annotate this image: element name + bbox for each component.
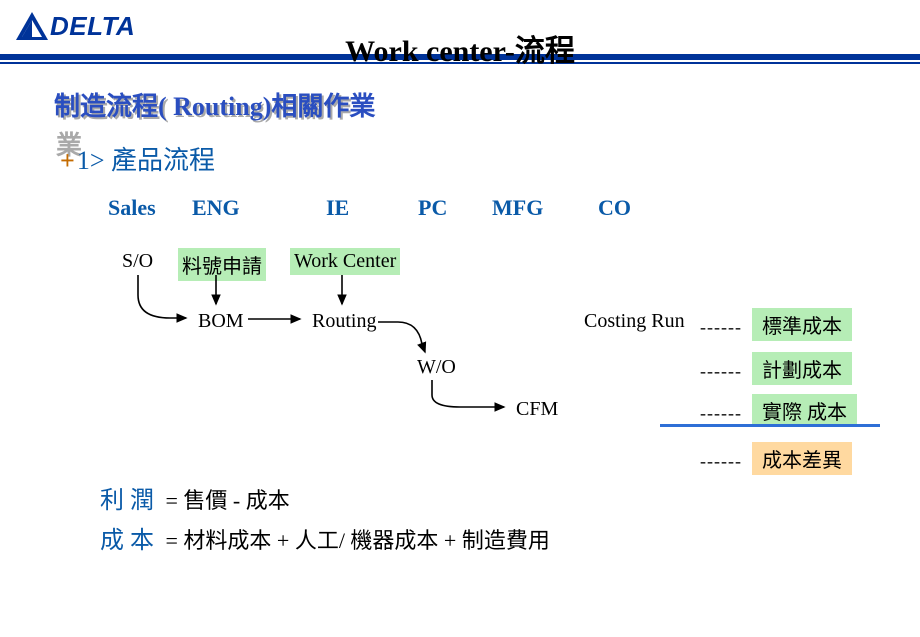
cost-dash-3: ------ <box>700 451 742 471</box>
formula-row-0: 利潤 = 售價 - 成本 <box>100 480 290 515</box>
formula-rest-0: = 售價 - 成本 <box>160 488 290 513</box>
flow-node-so: S/O <box>118 248 157 275</box>
page-title: Work center-流程 <box>0 26 920 70</box>
cost-label-0: ------ 標準成本 <box>700 308 852 341</box>
formula-rest-1: = 材料成本 + 人工/ 機器成本 + 制造費用 <box>160 528 550 553</box>
column-header-pc: PC <box>418 195 447 221</box>
formula-lead-0: 利潤 <box>100 488 160 514</box>
cost-label-text-1: 計劃成本 <box>752 352 852 385</box>
column-header-eng: ENG <box>192 195 240 221</box>
section-subtitle: 制造流程( Routing)相關作業 制造流程( Routing)相關作業 <box>54 86 375 123</box>
cost-label-text-2: 實際 成本 <box>752 394 857 427</box>
cost-dash-1: ------ <box>700 361 742 381</box>
cost-label-text-3: 成本差異 <box>752 442 852 475</box>
column-header-sales: Sales <box>108 195 156 221</box>
cost-label-text-0: 標準成本 <box>752 308 852 341</box>
flow-arrow-4 <box>378 322 425 352</box>
section-heading: +1> 產品流程 <box>60 140 215 177</box>
flow-node-partreq: 料號申請 <box>178 248 266 281</box>
formula-row-1: 成本 = 材料成本 + 人工/ 機器成本 + 制造費用 <box>100 520 550 555</box>
cost-label-3: ------ 成本差異 <box>700 442 852 475</box>
flow-node-cfm: CFM <box>512 396 562 423</box>
flow-arrow-0 <box>138 275 186 318</box>
subtitle-text: 制造流程( Routing)相關作業 <box>54 92 375 121</box>
flow-arrow-5 <box>432 380 504 407</box>
flow-node-wo: W/O <box>413 354 460 381</box>
column-header-mfg: MFG <box>492 195 543 221</box>
flow-node-bom: BOM <box>194 308 248 335</box>
column-header-co: CO <box>598 195 631 221</box>
column-header-ie: IE <box>326 195 349 221</box>
cost-label-1: ------ 計劃成本 <box>700 352 852 385</box>
flow-node-routing: Routing <box>308 308 380 335</box>
formula-lead-1: 成本 <box>100 528 160 554</box>
cost-dash-0: ------ <box>700 317 742 337</box>
flow-node-workcenter: Work Center <box>290 248 400 275</box>
flow-node-costingrun: Costing Run <box>580 308 689 335</box>
section-text: 1> 產品流程 <box>77 146 215 175</box>
section-plus: + <box>60 146 75 175</box>
cost-dash-2: ------ <box>700 403 742 423</box>
cost-divider-bar <box>660 424 880 427</box>
cost-label-2: ------ 實際 成本 <box>700 394 857 427</box>
